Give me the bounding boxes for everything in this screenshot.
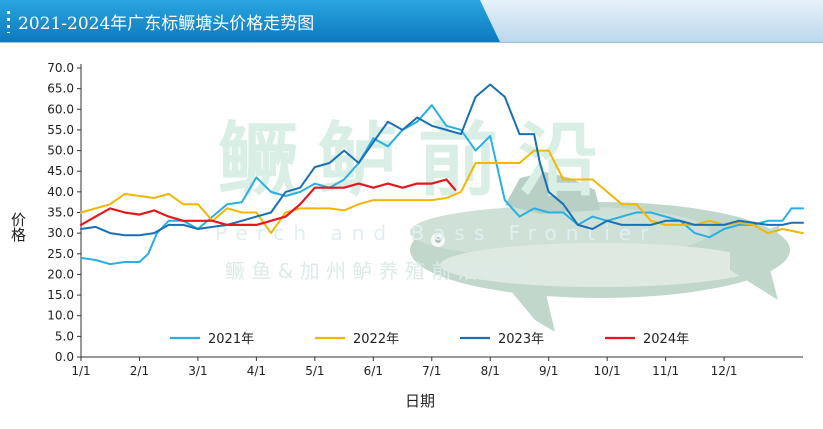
y-tick-label: 65.0 bbox=[47, 82, 74, 96]
fish-watermark-icon bbox=[410, 172, 790, 332]
x-axis-label: 日期 bbox=[405, 392, 435, 410]
axes: 0.0 5.0 10.0 15.0 20.0 25.0 30.0 35.0 40.0 45.0 50… bbox=[47, 61, 803, 378]
x-tick-label: 12/1 bbox=[711, 364, 738, 378]
y-tick-label: 5.0 bbox=[55, 329, 74, 343]
legend-label-4: 2024年 bbox=[643, 332, 689, 347]
x-tick-label: 1/1 bbox=[71, 364, 90, 378]
title-tab bbox=[0, 0, 500, 42]
x-tick-label: 11/1 bbox=[652, 364, 679, 378]
y-tick-label: 0.0 bbox=[55, 350, 74, 364]
series-line-2 bbox=[80, 149, 804, 235]
legend-label-2: 2022年 bbox=[353, 332, 399, 347]
x-tick-label: 5/1 bbox=[305, 364, 324, 378]
x-tick-label: 2/1 bbox=[130, 364, 149, 378]
series-line-4 bbox=[79, 178, 457, 226]
y-tick-label: 30.0 bbox=[47, 226, 74, 240]
chart-title: 2021-2024年广东标鳜塘头价格走势图 bbox=[18, 14, 315, 34]
watermark-english-text: Perch and Bass Frontier bbox=[215, 221, 657, 245]
x-tick-label: 10/1 bbox=[594, 364, 621, 378]
x-tick-label: 9/1 bbox=[539, 364, 558, 378]
series-line-3 bbox=[80, 83, 804, 237]
watermark-main-text: 鳜鲈前沿 bbox=[218, 114, 618, 207]
y-tick-label: 40.0 bbox=[47, 185, 74, 199]
x-tick-label: 4/1 bbox=[247, 364, 266, 378]
y-tick-label: 45.0 bbox=[47, 164, 74, 178]
legend-label-1: 2021年 bbox=[208, 332, 254, 347]
y-tick-label: 20.0 bbox=[47, 267, 74, 281]
x-tick-label: 6/1 bbox=[364, 364, 383, 378]
y-tick-label: 50.0 bbox=[47, 144, 74, 158]
y-tick-label: 55.0 bbox=[47, 123, 74, 137]
y-axis-label: 价格 bbox=[9, 212, 27, 242]
y-tick-label: 15.0 bbox=[47, 288, 74, 302]
series-line-1 bbox=[80, 104, 804, 266]
y-tick-label: 25.0 bbox=[47, 247, 74, 261]
legend-label-3: 2023年 bbox=[498, 332, 544, 347]
watermark: 鳜鲈前沿 Perch and Bass Frontier 鳜 鱼 & 加 州 鲈… bbox=[215, 114, 790, 332]
y-tick-label: 70.0 bbox=[47, 61, 74, 75]
x-tick-label: 7/1 bbox=[422, 364, 441, 378]
y-tick-label: 10.0 bbox=[47, 309, 74, 323]
x-tick-label: 3/1 bbox=[188, 364, 207, 378]
legend: 2021年 2022年 2023年 2024年 bbox=[170, 332, 689, 347]
watermark-sub-text: 鳜 鱼 & 加 州 鲈 养 殖 前 沿 资 讯 bbox=[225, 259, 531, 283]
y-tick-label: 60.0 bbox=[47, 102, 74, 116]
y-tick-label: 35.0 bbox=[47, 206, 74, 220]
series-layer bbox=[79, 83, 804, 266]
x-tick-label: 8/1 bbox=[481, 364, 500, 378]
title-dots-icon bbox=[7, 11, 10, 33]
